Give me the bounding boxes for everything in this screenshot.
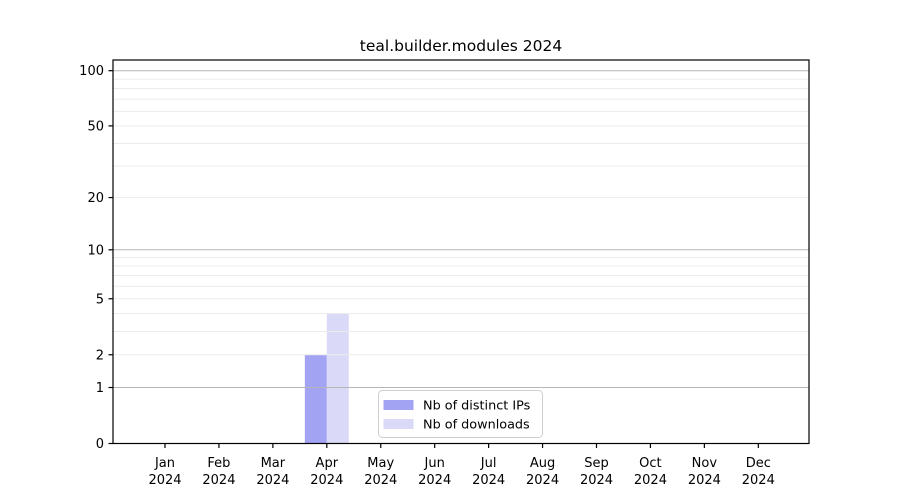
xtick-label-month-aug: Aug — [530, 456, 555, 471]
xtick-label-year-sep: 2024 — [580, 473, 613, 488]
legend-label-distinct-ips: Nb of distinct IPs — [423, 399, 531, 414]
bar-apr-series-0 — [304, 354, 327, 444]
xtick-label-month-sep: Sep — [584, 456, 609, 471]
xtick-label-month-jan: Jan — [154, 456, 175, 471]
xtick-label-year-mar: 2024 — [256, 473, 289, 488]
xtick-label-year-nov: 2024 — [688, 473, 721, 488]
xtick-label-year-jun: 2024 — [418, 473, 451, 488]
grid-layer — [113, 70, 809, 389]
ytick-label-20: 20 — [87, 191, 104, 206]
legend: Nb of distinct IPs Nb of downloads — [378, 390, 543, 438]
tick-labels-layer: 0 1 2 5 10 20 50 100 Jan 2024 Feb 2024 Mar 2024 Apr 202… — [79, 64, 775, 488]
xtick-label-month-mar: Mar — [261, 456, 286, 471]
chart-title: teal.builder.modules 2024 — [360, 37, 562, 55]
bars-layer — [304, 313, 349, 444]
xtick-label-month-dec: Dec — [746, 456, 771, 471]
ytick-label-2: 2 — [96, 348, 104, 363]
axes-spines — [112, 59, 810, 445]
xtick-label-month-feb: Feb — [207, 456, 230, 471]
ytick-label-0: 0 — [96, 437, 104, 452]
xtick-label-year-aug: 2024 — [526, 473, 559, 488]
legend-swatch-downloads — [383, 419, 414, 429]
legend-swatch-distinct-ips — [383, 400, 414, 410]
xtick-label-month-may: May — [367, 456, 394, 471]
legend-label-downloads: Nb of downloads — [423, 418, 530, 433]
ytick-label-10: 10 — [87, 243, 104, 258]
xtick-label-month-apr: Apr — [316, 456, 339, 471]
ytick-label-1: 1 — [96, 381, 104, 396]
xtick-label-month-nov: Nov — [692, 456, 718, 471]
xtick-label-year-dec: 2024 — [742, 473, 775, 488]
legend-box — [378, 390, 543, 438]
xtick-label-year-oct: 2024 — [634, 473, 667, 488]
xtick-label-year-jul: 2024 — [472, 473, 505, 488]
ytick-label-100: 100 — [79, 64, 104, 79]
xtick-label-year-jan: 2024 — [148, 473, 181, 488]
xtick-label-year-feb: 2024 — [202, 473, 235, 488]
xtick-label-year-may: 2024 — [364, 473, 397, 488]
ticks-layer — [108, 70, 759, 448]
xtick-label-month-jul: Jul — [480, 456, 497, 471]
plot-border — [112, 59, 810, 445]
xtick-label-year-apr: 2024 — [310, 473, 343, 488]
ytick-label-50: 50 — [87, 119, 104, 134]
ytick-label-5: 5 — [96, 292, 104, 307]
bar-apr-series-1 — [326, 313, 349, 444]
xtick-label-month-jun: Jun — [424, 456, 445, 471]
xtick-label-month-oct: Oct — [639, 456, 661, 471]
